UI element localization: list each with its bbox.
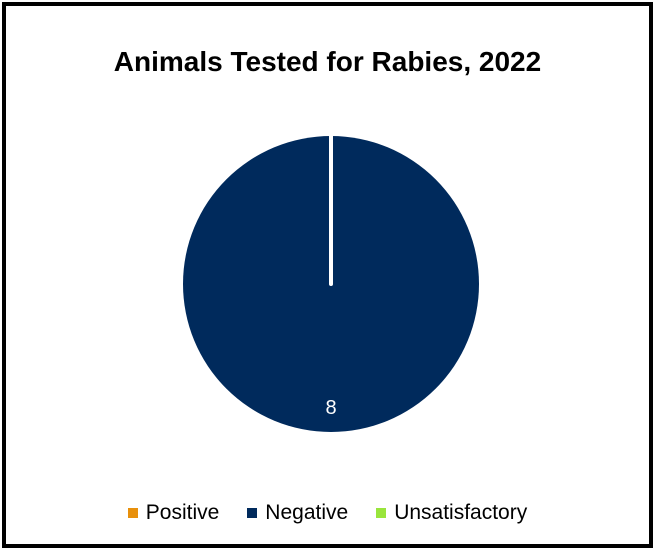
legend-label-positive: Positive (145, 501, 220, 524)
legend-item-unsatisfactory: Unsatisfactory (376, 501, 527, 525)
legend-swatch-negative (247, 508, 258, 518)
legend-swatch-positive (127, 508, 138, 518)
legend-swatch-unsatisfactory (376, 508, 387, 518)
legend-label-negative: Negative (265, 501, 349, 524)
pie-chart: 8 (183, 134, 479, 432)
data-label-negative: 8 (325, 397, 336, 419)
legend-label-unsatisfactory: Unsatisfactory (394, 501, 528, 524)
legend-item-positive: Positive (127, 501, 220, 525)
legend-item-negative: Negative (247, 501, 348, 525)
chart-title: Animals Tested for Rabies, 2022 (113, 46, 542, 77)
legend: Positive Negative Unsatisfactory (6, 501, 649, 525)
